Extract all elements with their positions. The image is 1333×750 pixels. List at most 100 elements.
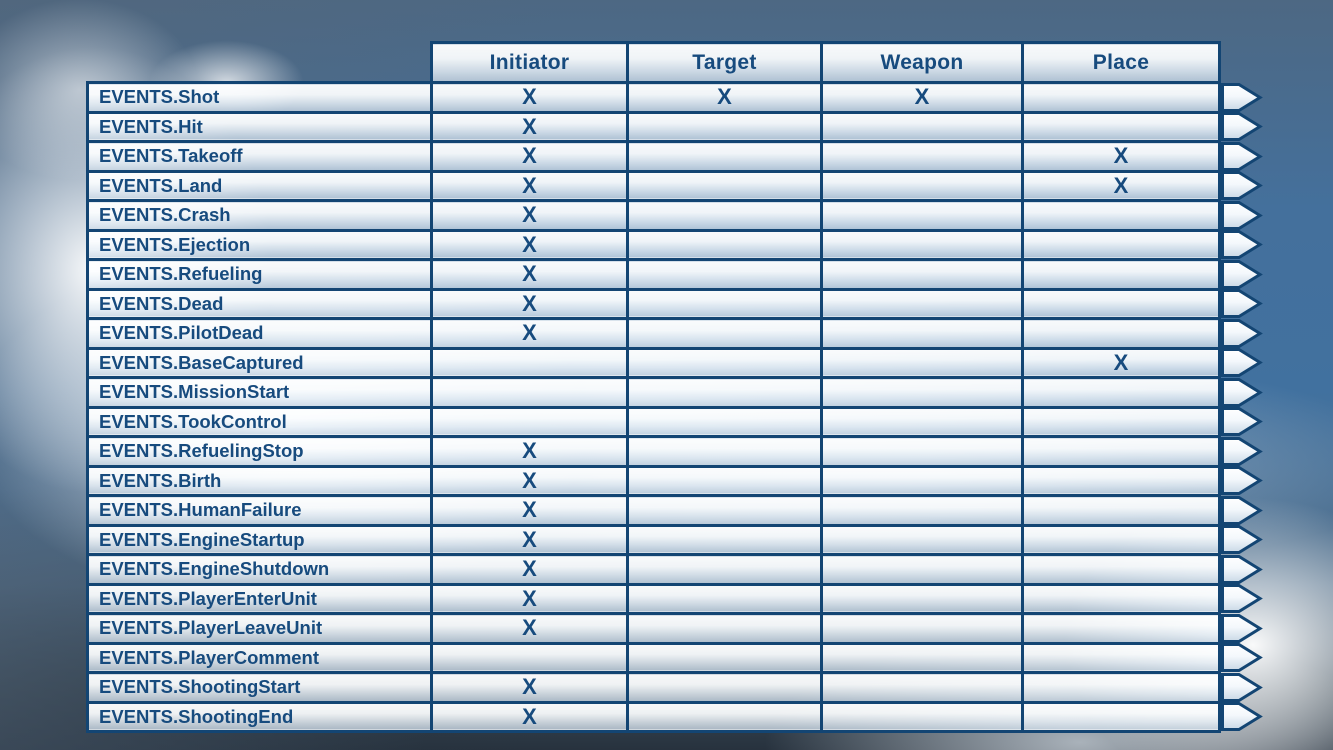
header-row: Initiator Target Weapon Place [88, 41, 1265, 84]
mark-cell-target [626, 228, 823, 261]
mark-cell-place [1021, 641, 1221, 674]
arrow-right-icon [1221, 377, 1263, 407]
arrow-right-icon [1221, 554, 1263, 584]
row-label: EVENTS.HumanFailure [86, 494, 433, 527]
mark-cell-initiator: X [430, 110, 629, 143]
header-spacer [88, 43, 432, 83]
mark-cell-target [626, 199, 823, 232]
table-row: EVENTS.Land X X [86, 169, 1265, 202]
mark-cell-target [626, 671, 823, 704]
mark-cell-place [1021, 523, 1221, 556]
mark-cell-place [1021, 553, 1221, 586]
row-arrow [1220, 584, 1265, 614]
mark-cell-initiator: X [430, 81, 629, 114]
mark-cell-initiator [430, 376, 629, 409]
mark-cell-initiator: X [430, 494, 629, 527]
column-header-initiator: Initiator [430, 41, 629, 84]
row-label: EVENTS.Refueling [86, 258, 433, 291]
row-label: EVENTS.BaseCaptured [86, 346, 433, 379]
arrow-right-icon [1221, 407, 1263, 437]
mark-cell-initiator: X [430, 700, 629, 733]
mark-cell-weapon [820, 258, 1024, 291]
row-label: EVENTS.Crash [86, 199, 433, 232]
mark-cell-target [626, 641, 823, 674]
mark-cell-initiator: X [430, 435, 629, 468]
row-label: EVENTS.PlayerLeaveUnit [86, 612, 433, 645]
mark-cell-initiator: X [430, 671, 629, 704]
table-row: EVENTS.Ejection X [86, 228, 1265, 261]
mark-cell-target [626, 582, 823, 615]
row-arrow [1220, 495, 1265, 526]
mark-cell-weapon [820, 612, 1024, 645]
arrow-right-icon [1221, 436, 1263, 466]
events-table: Initiator Target Weapon Place EVENTS.Sho… [86, 41, 1266, 733]
row-label: EVENTS.ShootingEnd [86, 700, 433, 733]
mark-cell-target [626, 317, 823, 350]
table-row: EVENTS.EngineShutdown X [86, 553, 1265, 586]
mark-cell-weapon [820, 228, 1024, 261]
mark-cell-initiator: X [430, 523, 629, 556]
mark-cell-target [626, 435, 823, 468]
row-arrow [1220, 112, 1265, 142]
row-label: EVENTS.MissionStart [86, 376, 433, 409]
mark-cell-target: X [626, 81, 823, 114]
mark-cell-initiator: X [430, 317, 629, 350]
mark-cell-place: X [1021, 140, 1221, 173]
mark-cell-target [626, 494, 823, 527]
row-arrow [1220, 702, 1265, 732]
row-arrow [1220, 466, 1265, 496]
mark-cell-weapon [820, 553, 1024, 586]
arrow-right-icon [1221, 259, 1263, 289]
mark-cell-place [1021, 228, 1221, 261]
row-label: EVENTS.EngineShutdown [86, 553, 433, 586]
mark-cell-target [626, 553, 823, 586]
mark-cell-place [1021, 612, 1221, 645]
arrow-right-icon [1221, 112, 1263, 142]
row-arrow [1220, 525, 1265, 555]
table-row: EVENTS.PlayerEnterUnit X [86, 582, 1265, 615]
column-header-target: Target [626, 41, 823, 84]
row-arrow [1220, 613, 1265, 644]
row-arrow [1220, 141, 1265, 172]
mark-cell-target [626, 700, 823, 733]
mark-cell-initiator: X [430, 612, 629, 645]
table-row: EVENTS.Dead X [86, 287, 1265, 320]
row-label: EVENTS.EngineStartup [86, 523, 433, 556]
table-row: EVENTS.ShootingStart X [86, 671, 1265, 704]
mark-cell-weapon [820, 671, 1024, 704]
mark-cell-weapon [820, 523, 1024, 556]
arrow-right-icon [1221, 200, 1263, 230]
mark-cell-initiator [430, 405, 629, 438]
mark-cell-place [1021, 582, 1221, 615]
mark-cell-initiator: X [430, 228, 629, 261]
arrow-right-icon [1221, 466, 1263, 496]
mark-cell-initiator [430, 641, 629, 674]
column-header-place: Place [1021, 41, 1221, 84]
table-row: EVENTS.RefuelingStop X [86, 435, 1265, 468]
table-row: EVENTS.TookControl [86, 405, 1265, 438]
row-arrow [1220, 436, 1265, 467]
mark-cell-weapon [820, 346, 1024, 379]
row-label: EVENTS.PilotDead [86, 317, 433, 350]
mark-cell-place [1021, 435, 1221, 468]
mark-cell-place [1021, 258, 1221, 291]
column-header-weapon: Weapon [820, 41, 1024, 84]
mark-cell-target [626, 523, 823, 556]
mark-cell-initiator: X [430, 287, 629, 320]
mark-cell-weapon [820, 435, 1024, 468]
table-row: EVENTS.Refueling X [86, 258, 1265, 291]
arrow-right-icon [1221, 584, 1263, 614]
mark-cell-weapon [820, 641, 1024, 674]
arrow-right-icon [1221, 348, 1263, 378]
mark-cell-place [1021, 287, 1221, 320]
arrow-right-icon [1221, 82, 1263, 112]
table-row: EVENTS.Shot X X X [86, 81, 1265, 114]
mark-cell-weapon [820, 700, 1024, 733]
mark-cell-place [1021, 376, 1221, 409]
mark-cell-target [626, 464, 823, 497]
row-arrow [1220, 318, 1265, 349]
mark-cell-target [626, 612, 823, 645]
row-label: EVENTS.PlayerEnterUnit [86, 582, 433, 615]
mark-cell-weapon [820, 110, 1024, 143]
table-row: EVENTS.HumanFailure X [86, 494, 1265, 527]
